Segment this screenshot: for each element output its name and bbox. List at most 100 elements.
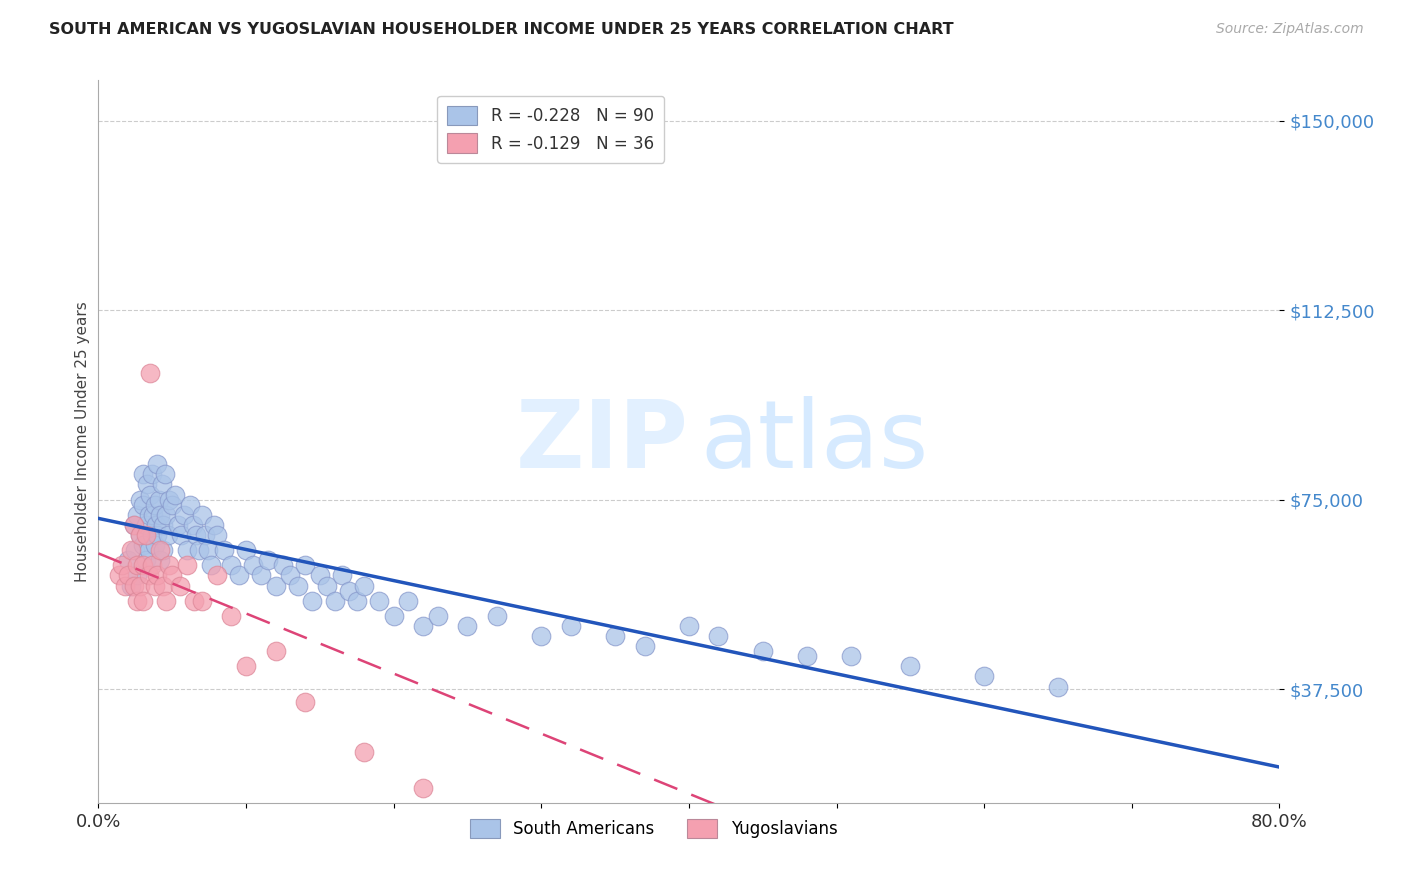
Point [412, 780, 434, 795]
Point [120, 578, 142, 592]
Point [301, 593, 323, 607]
Point [143, 578, 166, 592]
Point [136, 477, 159, 491]
Point [117, 553, 139, 567]
Point [146, 568, 169, 582]
Text: atlas: atlas [700, 395, 929, 488]
Point [264, 644, 287, 658]
Point [200, 558, 222, 573]
Point [148, 492, 170, 507]
Point [176, 558, 198, 573]
Point [128, 578, 150, 592]
Point [368, 593, 391, 607]
Point [150, 477, 173, 491]
Legend: South Americans, Yugoslavians: South Americans, Yugoslavians [463, 813, 844, 845]
Point [382, 608, 405, 623]
Point [138, 543, 160, 558]
Point [973, 669, 995, 683]
Point [752, 644, 775, 658]
Point [143, 538, 166, 552]
Point [162, 498, 183, 512]
Point [242, 558, 264, 573]
Point [197, 543, 219, 558]
Point [1046, 680, 1070, 694]
Point [142, 508, 165, 522]
Point [152, 517, 174, 532]
Point [228, 568, 250, 582]
Text: Source: ZipAtlas.com: Source: ZipAtlas.com [1216, 22, 1364, 37]
Point [138, 508, 160, 522]
Point [194, 528, 217, 542]
Point [235, 543, 257, 558]
Point [128, 492, 150, 507]
Point [132, 538, 155, 552]
Point [181, 517, 204, 532]
Point [796, 649, 818, 664]
Point [187, 543, 209, 558]
Point [316, 578, 339, 592]
Point [530, 629, 553, 643]
Point [155, 508, 177, 522]
Point [221, 608, 243, 623]
Point [149, 543, 172, 558]
Point [339, 583, 361, 598]
Point [271, 558, 294, 573]
Point [973, 831, 995, 846]
Point [457, 619, 479, 633]
Point [841, 649, 863, 664]
Point [135, 517, 157, 532]
Point [132, 498, 155, 512]
Point [346, 593, 368, 607]
Point [707, 629, 730, 643]
Point [122, 517, 145, 532]
Point [141, 558, 163, 573]
Point [169, 578, 191, 592]
Point [149, 553, 172, 567]
Text: SOUTH AMERICAN VS YUGOSLAVIAN HOUSEHOLDER INCOME UNDER 25 YEARS CORRELATION CHAR: SOUTH AMERICAN VS YUGOSLAVIAN HOUSEHOLDE… [49, 22, 953, 37]
Point [139, 487, 162, 501]
Point [183, 593, 205, 607]
Point [486, 608, 509, 623]
Point [165, 487, 187, 501]
Point [162, 568, 183, 582]
Point [294, 558, 316, 573]
Point [412, 619, 434, 633]
Point [143, 498, 166, 512]
Point [191, 593, 214, 607]
Point [156, 528, 179, 542]
Point [146, 528, 169, 542]
Point [605, 629, 627, 643]
Point [132, 467, 155, 482]
Point [135, 528, 157, 542]
Point [294, 695, 316, 709]
Point [141, 467, 163, 482]
Point [900, 659, 922, 673]
Point [111, 558, 134, 573]
Point [287, 578, 309, 592]
Point [125, 508, 148, 522]
Point [202, 517, 225, 532]
Point [170, 528, 193, 542]
Point [122, 578, 145, 592]
Text: ZIP: ZIP [516, 395, 689, 488]
Point [128, 528, 150, 542]
Point [678, 619, 700, 633]
Point [145, 517, 167, 532]
Point [125, 568, 148, 582]
Point [125, 558, 148, 573]
Point [157, 558, 180, 573]
Point [323, 593, 346, 607]
Point [634, 639, 657, 653]
Point [176, 543, 198, 558]
Point [117, 568, 139, 582]
Point [173, 508, 195, 522]
Point [132, 593, 155, 607]
Point [155, 593, 177, 607]
Point [122, 517, 145, 532]
Point [125, 593, 148, 607]
Point [235, 659, 257, 673]
Point [128, 528, 150, 542]
Point [114, 578, 136, 592]
Point [108, 568, 131, 582]
Point [146, 457, 169, 471]
